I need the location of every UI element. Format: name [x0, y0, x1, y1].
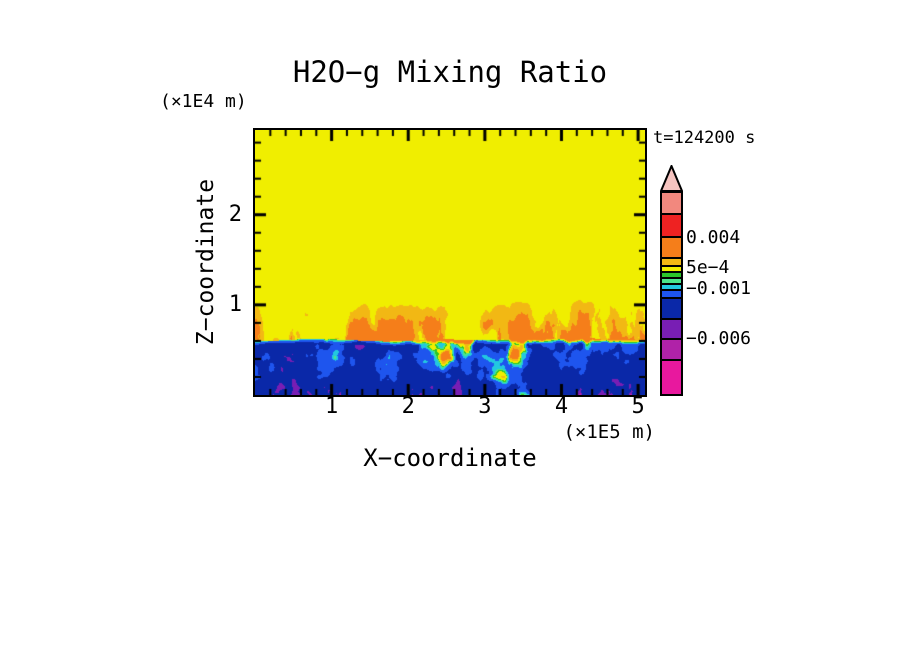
time-annotation: t=124200 s	[653, 128, 756, 148]
x-tick-label: 2	[401, 394, 415, 419]
x-tick-label: 3	[478, 394, 492, 419]
colorbar-segment	[662, 361, 681, 394]
colorbar-segment	[662, 238, 681, 259]
colorbar-segment	[662, 279, 681, 285]
colorbar-segment	[662, 320, 681, 340]
colorbar-segment	[662, 273, 681, 279]
colorbar-segment	[662, 193, 681, 215]
x-axis-title: X−coordinate	[363, 444, 537, 472]
z-axis-units-label: (×1E4 m)	[160, 91, 247, 112]
plot-frame	[253, 128, 647, 397]
x-tick-label: 4	[554, 394, 569, 419]
z-tick-label: 1	[228, 291, 242, 317]
colorbar-segment	[662, 291, 681, 299]
x-tick-label: 1	[324, 394, 339, 419]
colorbar-segment	[662, 215, 681, 238]
colorbar	[660, 191, 683, 396]
colorbar-tick-label: 0.004	[686, 227, 741, 248]
z-tick-label: 2	[228, 201, 242, 227]
colorbar-tick-label: −0.006	[686, 328, 752, 349]
colorbar-segment	[662, 340, 681, 361]
colorbar-segment	[662, 299, 681, 320]
chart-title: H2O−g Mixing Ratio	[292, 55, 608, 89]
x-tick-label: 5	[631, 394, 645, 419]
colorbar-arrow-icon	[660, 165, 683, 192]
colorbar-tick-label: −0.001	[686, 278, 752, 299]
colorbar-segment	[662, 259, 681, 267]
colorbar-segment	[662, 285, 681, 291]
colorbar-tick-label: 5e−4	[686, 257, 730, 278]
colorbar-segment	[662, 267, 681, 273]
x-axis-units-label: (×1E5 m)	[563, 421, 655, 443]
heatmap-field	[255, 130, 645, 395]
z-axis-title: Z−coordinate	[193, 178, 219, 346]
